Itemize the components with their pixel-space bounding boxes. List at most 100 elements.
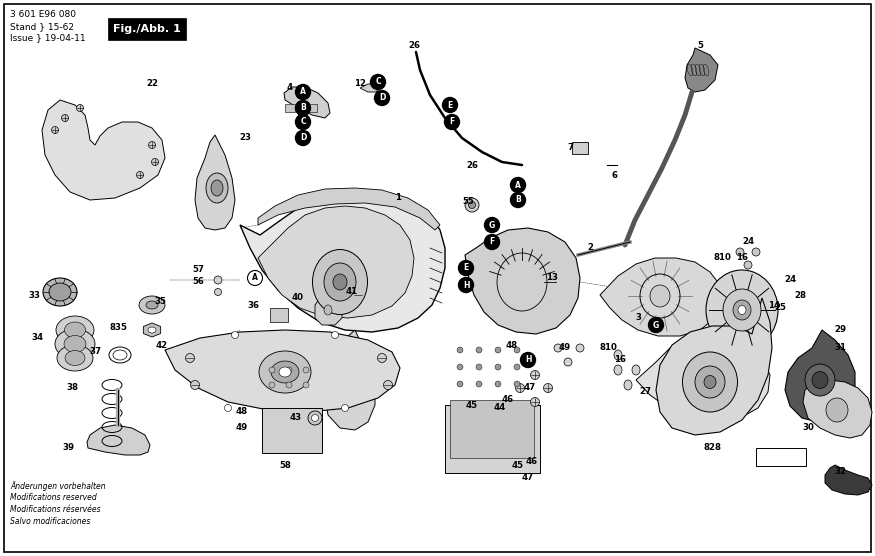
Text: 38: 38 [66,384,78,393]
Circle shape [248,271,262,285]
Text: H: H [525,355,531,365]
Circle shape [374,91,389,106]
Text: 810: 810 [599,344,617,353]
Ellipse shape [136,171,144,178]
Bar [445,405,540,473]
Polygon shape [785,330,855,422]
Circle shape [296,115,311,130]
Ellipse shape [57,345,93,371]
Text: Issue } 19-04-11: Issue } 19-04-11 [10,33,86,42]
Text: G: G [489,221,495,230]
Polygon shape [240,192,445,332]
Circle shape [510,177,526,192]
Text: Modifications réservées: Modifications réservées [10,505,101,514]
Ellipse shape [332,331,339,339]
Circle shape [458,261,473,276]
Bar [262,408,322,453]
Ellipse shape [286,367,292,373]
Text: Salvo modificaciones: Salvo modificaciones [10,517,90,526]
Ellipse shape [682,352,738,412]
Ellipse shape [214,289,221,295]
Circle shape [444,115,459,130]
Text: 835: 835 [109,324,127,332]
Text: 46: 46 [526,458,538,466]
Polygon shape [195,135,235,230]
Ellipse shape [632,365,640,375]
Text: 810: 810 [713,254,731,262]
Text: 47: 47 [522,474,534,483]
Text: 40: 40 [292,294,304,302]
Text: 24: 24 [742,237,754,246]
Ellipse shape [269,382,275,388]
Polygon shape [87,425,150,455]
Text: 46: 46 [502,395,514,405]
Ellipse shape [206,173,228,203]
Polygon shape [284,87,330,118]
Text: A: A [300,87,306,97]
Ellipse shape [495,381,501,387]
Text: 22: 22 [146,80,158,88]
Text: 49: 49 [559,344,571,353]
Ellipse shape [530,370,540,380]
Text: 35: 35 [154,297,166,306]
Text: 32: 32 [834,468,846,476]
Text: 24: 24 [784,276,796,285]
Text: 7: 7 [567,143,573,152]
Ellipse shape [52,127,59,133]
Bar [572,142,588,154]
Text: Modifications reserved: Modifications reserved [10,493,97,502]
Ellipse shape [149,141,156,148]
Ellipse shape [736,248,744,256]
Text: E: E [447,101,452,110]
Ellipse shape [65,322,86,338]
Ellipse shape [695,366,725,398]
Text: Änderungen vorbehalten: Änderungen vorbehalten [10,481,106,491]
Text: 44: 44 [493,404,506,413]
Bar [307,104,317,112]
Bar [270,308,288,322]
Text: D: D [379,93,385,102]
Text: 41: 41 [346,287,358,296]
Polygon shape [42,100,165,200]
Text: 5: 5 [697,41,703,49]
Ellipse shape [733,300,751,320]
Text: E: E [464,264,469,272]
Text: 45: 45 [466,400,478,410]
Text: 16: 16 [736,254,748,262]
Circle shape [296,131,311,146]
Text: 29: 29 [834,325,846,335]
Ellipse shape [543,384,552,393]
Ellipse shape [514,381,520,387]
Ellipse shape [303,367,309,373]
Text: 27: 27 [639,388,651,396]
Ellipse shape [211,180,223,196]
Text: 25: 25 [774,304,786,312]
Bar [298,108,306,116]
Text: 23: 23 [239,133,251,142]
Ellipse shape [476,381,482,387]
Ellipse shape [49,283,71,301]
Text: F: F [450,117,455,127]
Ellipse shape [514,364,520,370]
Ellipse shape [706,270,778,350]
Circle shape [485,235,500,250]
Text: 14: 14 [768,300,780,310]
Ellipse shape [271,361,299,383]
Ellipse shape [576,344,584,352]
Text: 3 601 E96 080: 3 601 E96 080 [10,10,76,19]
Bar [756,448,806,466]
Ellipse shape [55,329,95,359]
Text: 26: 26 [466,161,478,170]
Circle shape [485,217,500,232]
Text: 26: 26 [408,41,420,49]
Text: 33: 33 [28,290,40,300]
Ellipse shape [564,358,572,366]
Ellipse shape [495,364,501,370]
Ellipse shape [826,398,848,422]
Ellipse shape [64,335,86,353]
Text: 28: 28 [794,290,806,300]
Text: 48: 48 [506,340,518,350]
Text: C: C [375,77,381,87]
Ellipse shape [354,290,362,300]
Circle shape [443,97,458,112]
